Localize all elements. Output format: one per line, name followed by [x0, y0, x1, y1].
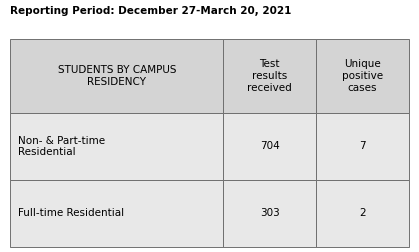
Text: Non- & Part-time
Residential: Non- & Part-time Residential [18, 136, 105, 157]
Text: Reporting Period: December 27-March 20, 2021: Reporting Period: December 27-March 20, … [10, 6, 292, 16]
Bar [223, 39, 316, 113]
Text: Unique
positive
cases: Unique positive cases [341, 59, 383, 92]
Text: STUDENTS BY CAMPUS
RESIDENCY: STUDENTS BY CAMPUS RESIDENCY [58, 65, 176, 87]
Text: 2: 2 [359, 208, 365, 218]
Text: Full-time Residential: Full-time Residential [18, 208, 124, 218]
Text: 704: 704 [260, 141, 279, 151]
Text: 303: 303 [260, 208, 279, 218]
Bar [10, 180, 223, 247]
Text: 7: 7 [359, 141, 365, 151]
Text: Test
results
received: Test results received [247, 59, 292, 92]
Bar [10, 39, 223, 113]
Bar [316, 180, 409, 247]
Bar [316, 113, 409, 180]
Bar [316, 39, 409, 113]
Bar [223, 113, 316, 180]
Bar [10, 113, 223, 180]
Bar [223, 180, 316, 247]
